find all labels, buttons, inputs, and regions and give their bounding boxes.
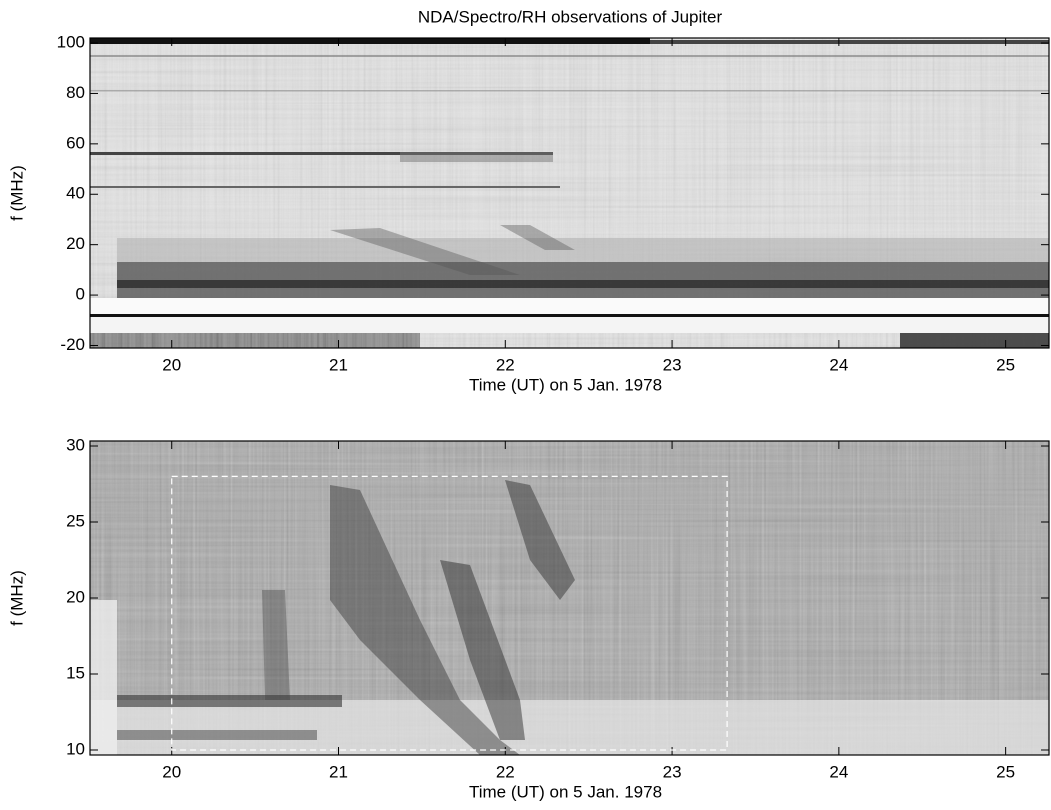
y-tick-label: 25 — [66, 511, 85, 530]
y-axis-label: f (MHz) — [7, 570, 26, 626]
x-tick-label: 24 — [829, 355, 848, 374]
y-tick-label: 30 — [66, 435, 85, 454]
y-tick-label: 20 — [66, 234, 85, 253]
y-tick-label: 10 — [66, 739, 85, 758]
x-tick-label: 25 — [996, 355, 1015, 374]
x-tick-label: 20 — [162, 355, 181, 374]
plot-frame — [89, 37, 1050, 349]
x-tick-label: 21 — [329, 355, 348, 374]
x-axis-label: Time (UT) on 5 Jan. 1978 — [469, 375, 662, 394]
x-tick-label: 21 — [329, 762, 348, 781]
x-tick-label: 20 — [162, 762, 181, 781]
chart-title: NDA/Spectro/RH observations of Jupiter — [418, 7, 723, 26]
spectrogram-image — [90, 38, 1049, 348]
x-axis-label: Time (UT) on 5 Jan. 1978 — [469, 782, 662, 801]
y-tick-label: 15 — [66, 663, 85, 682]
x-tick-label: 23 — [663, 762, 682, 781]
y-tick-label: 80 — [66, 83, 85, 102]
y-tick-label: 40 — [66, 184, 85, 203]
y-tick-label: 20 — [66, 587, 85, 606]
y-axis-label: f (MHz) — [7, 165, 26, 221]
y-tick-label: 100 — [57, 33, 85, 52]
spectrogram-image — [90, 441, 1049, 755]
x-tick-label: 22 — [496, 762, 515, 781]
x-tick-label: 25 — [996, 762, 1015, 781]
y-tick-label: -20 — [60, 335, 85, 354]
x-tick-label: 23 — [663, 355, 682, 374]
x-tick-label: 24 — [829, 762, 848, 781]
x-tick-label: 22 — [496, 355, 515, 374]
y-tick-label: 60 — [66, 133, 85, 152]
y-tick-label: 0 — [76, 285, 85, 304]
highlight-box — [171, 475, 728, 751]
